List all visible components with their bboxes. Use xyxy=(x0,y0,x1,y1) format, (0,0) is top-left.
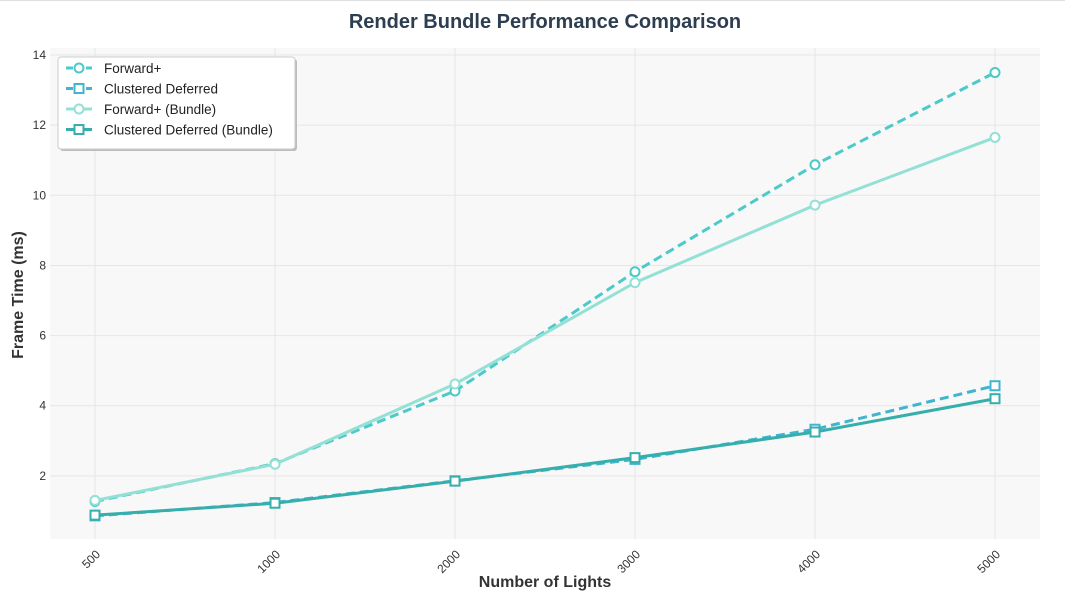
series-lines xyxy=(89,67,1001,522)
series-2 xyxy=(89,131,1001,506)
data-point xyxy=(629,277,641,289)
y-axis-label: Frame Time (ms) xyxy=(10,231,27,359)
x-tick-label: 1000 xyxy=(254,547,283,576)
x-tick-labels: 500 1000 2000 3000 4000 5000 xyxy=(79,547,1003,576)
y-tick-label: 14 xyxy=(33,48,47,62)
data-point xyxy=(809,199,821,211)
x-tick-label: 3000 xyxy=(614,547,643,576)
legend-item: Clustered Deferred xyxy=(66,82,218,97)
legend-label: Clustered Deferred (Bundle) xyxy=(104,123,273,138)
data-point xyxy=(89,494,101,506)
legend-marker xyxy=(73,124,85,135)
y-tick-label: 8 xyxy=(39,258,46,272)
data-point xyxy=(809,426,821,438)
y-tick-label: 12 xyxy=(33,118,47,132)
legend-label: Forward+ (Bundle) xyxy=(104,102,216,117)
chart-title: Render Bundle Performance Comparison xyxy=(349,11,741,33)
x-tick-label: 2000 xyxy=(434,547,463,576)
data-point xyxy=(269,458,281,470)
legend-item: Forward+ (Bundle) xyxy=(66,102,216,117)
series-line xyxy=(94,397,996,517)
legend-item: Forward+ xyxy=(66,61,162,76)
legend: Forward+ Clustered Deferred Forward+ (Bund… xyxy=(57,56,297,151)
data-point xyxy=(629,266,641,278)
x-axis-label: Number of Lights xyxy=(479,574,612,591)
legend-marker xyxy=(73,83,85,94)
series-3 xyxy=(89,393,1001,521)
y-tick-label: 6 xyxy=(39,329,46,343)
data-point xyxy=(809,159,821,171)
data-point xyxy=(89,509,101,521)
data-point xyxy=(629,452,641,464)
series-line xyxy=(94,136,996,502)
y-tick-label: 10 xyxy=(33,188,47,202)
y-tick-labels: 2 4 6 8 10 12 14 xyxy=(33,48,47,483)
x-tick-label: 5000 xyxy=(974,547,1003,576)
data-point xyxy=(989,67,1001,79)
legend-label: Forward+ xyxy=(104,61,162,76)
data-point xyxy=(269,497,281,509)
legend-marker xyxy=(73,62,85,74)
legend-label: Clustered Deferred xyxy=(104,82,218,97)
data-point xyxy=(989,131,1001,143)
x-tick-label: 4000 xyxy=(794,547,823,576)
data-point xyxy=(989,380,1001,392)
data-point xyxy=(449,378,461,390)
y-tick-label: 2 xyxy=(39,469,46,483)
legend-box xyxy=(57,56,296,150)
data-point xyxy=(449,475,461,487)
data-point xyxy=(989,393,1001,405)
legend-item: Clustered Deferred (Bundle) xyxy=(66,123,273,138)
legend-marker xyxy=(73,103,85,115)
x-tick-label: 500 xyxy=(79,547,103,571)
y-tick-label: 4 xyxy=(39,399,46,413)
